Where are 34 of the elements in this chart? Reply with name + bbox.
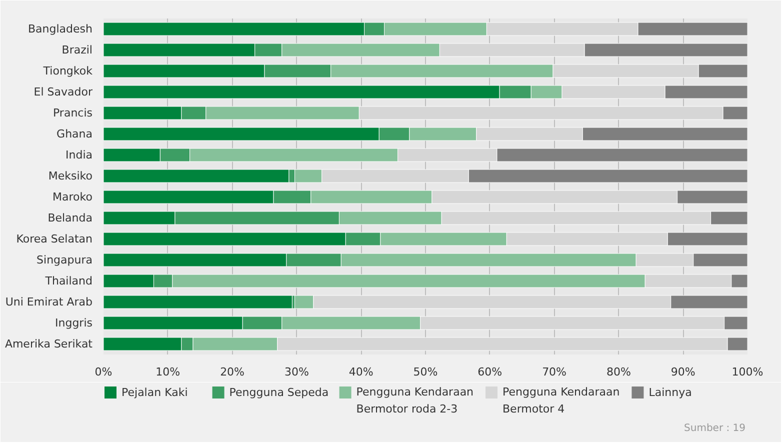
legend-label: Pengguna Sepeda (229, 386, 329, 399)
x-tick-label: 20% (220, 366, 245, 378)
x-tick-label: 80% (606, 366, 631, 378)
y-tick-label: Tiongkok (42, 64, 94, 78)
x-tick-label: 10% (156, 366, 180, 378)
y-tick-label: Ghana (56, 128, 93, 140)
y-tick-label: Belanda (48, 212, 93, 224)
y-tick-label: Prancis (52, 106, 93, 120)
x-tick-label: 40% (348, 366, 374, 378)
x-tick-label: 70% (542, 366, 567, 378)
y-tick-label: India (66, 148, 93, 162)
y-tick-label: Inggris (55, 316, 93, 330)
x-tick-label: 50% (413, 366, 438, 378)
x-tick-label: 100% (732, 366, 764, 378)
y-tick-label: Thailand (44, 274, 93, 288)
y-tick-label: Uni Emirat Arab (5, 296, 93, 308)
y-tick-label: El Savador (34, 86, 93, 98)
y-tick-label: Bangladesh (28, 22, 93, 36)
legend-label: Pejalan Kaki (122, 386, 188, 399)
bar (104, 295, 292, 309)
legend-label: Pengguna Kendaraan Bermotor 4 (502, 386, 620, 416)
y-tick-label: Brazil (62, 44, 93, 56)
y-tick-label: Korea Selatan (16, 232, 93, 246)
x-tick-label: 60% (478, 366, 502, 378)
x-tick-label: 0% (94, 366, 112, 378)
x-tick-label: 90% (670, 366, 696, 378)
y-tick-label: Maroko (52, 190, 93, 204)
text: Sumber : 19 (684, 423, 746, 434)
y-tick-label: Singapura (36, 254, 92, 266)
legend-label: Lainnya (648, 386, 692, 399)
y-tick-label: Meksiko (48, 170, 93, 182)
legend-label: Pengguna Kendaraan Bermotor roda 2-3 (356, 386, 474, 416)
x-tick-label: 30% (284, 366, 309, 378)
y-tick-label: Amerika Serikat (4, 338, 94, 350)
